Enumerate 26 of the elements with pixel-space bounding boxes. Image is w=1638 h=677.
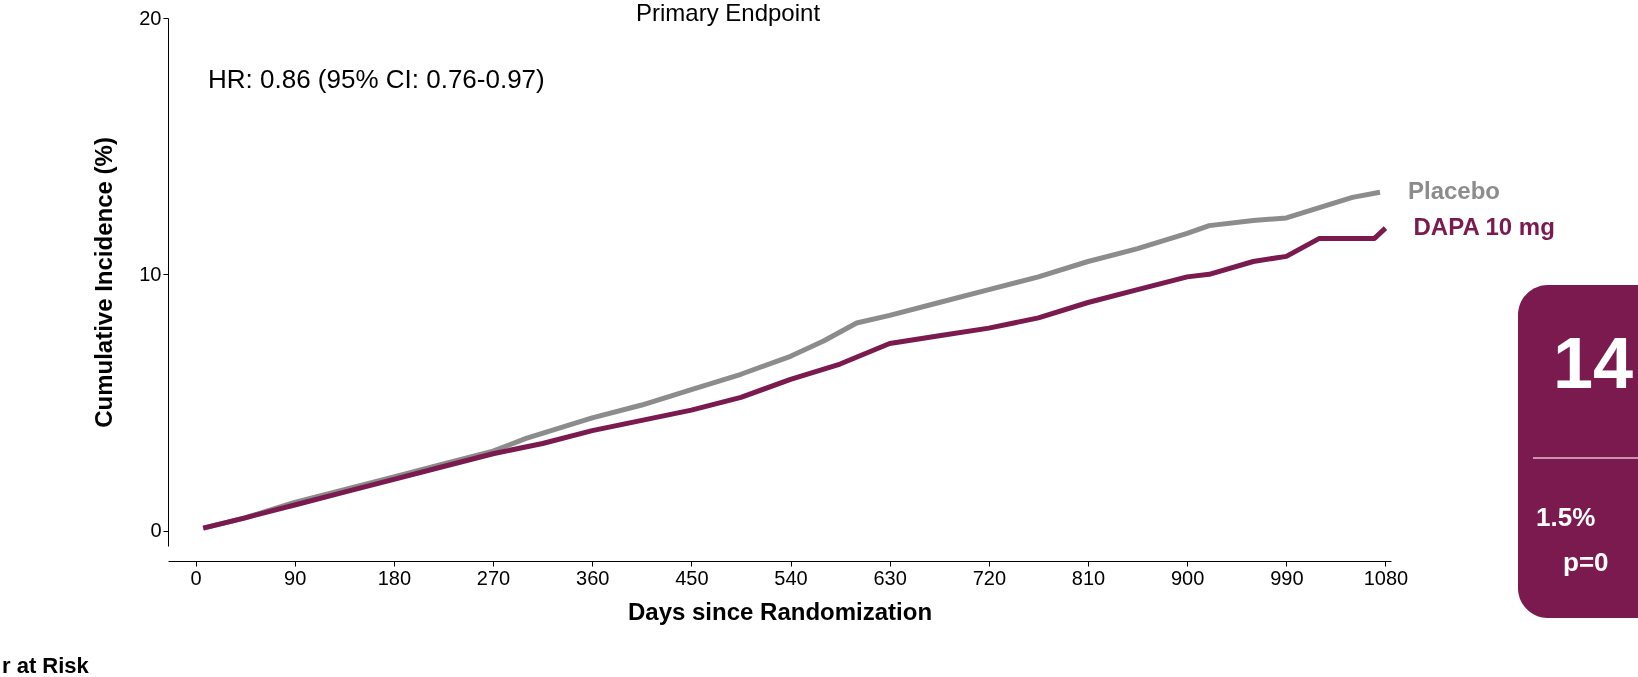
x-tick-label: 900 — [1170, 566, 1205, 589]
x-tick-label: 630 — [873, 566, 907, 589]
x-tick-label: 360 — [576, 566, 610, 589]
x-tick-label: 90 — [284, 566, 307, 589]
x-tick-label: 540 — [774, 566, 808, 589]
x-tick-label: 180 — [377, 566, 412, 589]
series-label: Placebo — [1407, 177, 1501, 205]
annotation: HR: 0.86 (95% CI: 0.76-0.97) — [208, 64, 545, 94]
y-axis-title: Cumulative Incidence (%) — [90, 137, 118, 428]
chart-title: Primary Endpoint — [635, 0, 821, 26]
y-tick-label: 0 — [150, 519, 162, 542]
x-tick-label: 450 — [675, 566, 709, 589]
text: r at Risk — [2, 653, 90, 677]
x-tick-label: 990 — [1270, 566, 1304, 589]
text: 14 — [1553, 323, 1634, 403]
text: 1.5% — [1536, 502, 1596, 532]
text: p=0 — [1563, 547, 1609, 577]
x-axis-title: Days since Randomization — [627, 597, 933, 625]
series-label: DAPA 10 mg — [1413, 213, 1555, 241]
y-tick-label: 10 — [139, 262, 162, 285]
y-tick-label: 20 — [139, 6, 162, 29]
x-tick-label: 720 — [972, 566, 1007, 589]
x-tick-label: 270 — [476, 566, 511, 589]
x-tick-label: 0 — [190, 566, 202, 589]
x-tick-label: 810 — [1071, 566, 1106, 589]
x-tick-label: 1080 — [1363, 566, 1409, 589]
